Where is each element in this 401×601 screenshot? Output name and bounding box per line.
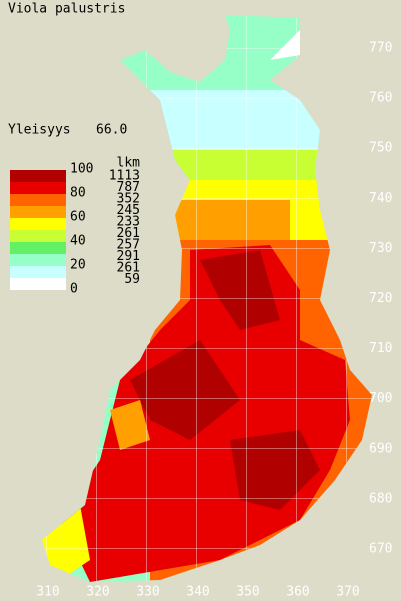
- y-axis-label: 670: [369, 542, 392, 557]
- legend-scale-label: 60: [70, 210, 86, 225]
- legend-swatch: [10, 266, 66, 278]
- legend-scale-label: 100: [70, 162, 93, 177]
- legend-swatch: [10, 206, 66, 218]
- legend-swatch: [10, 218, 66, 230]
- x-axis-label: 360: [286, 585, 309, 600]
- x-axis-label: 340: [186, 585, 209, 600]
- count-header: lkm: [117, 156, 141, 171]
- y-axis-label: 690: [369, 441, 392, 456]
- legend-count: 233: [117, 215, 140, 230]
- legend-swatch: [10, 254, 66, 266]
- legend-scale-label: 0: [70, 282, 78, 297]
- legend-scale-label: 20: [70, 258, 86, 273]
- legend-count: 291: [117, 249, 140, 264]
- legend-swatch: [10, 170, 66, 182]
- legend-scale-label: 40: [70, 234, 86, 249]
- y-axis-label: 770: [369, 41, 392, 56]
- x-axis-label: 370: [336, 585, 359, 600]
- legend-count: 245: [117, 203, 140, 218]
- legend-count: 59: [124, 272, 140, 287]
- legend-count: 787: [117, 180, 140, 195]
- y-axis-label: 720: [369, 291, 392, 306]
- legend-swatch: [10, 182, 66, 194]
- y-axis-label: 710: [369, 341, 392, 356]
- x-axis-label: 320: [86, 585, 109, 600]
- legend-swatch: [10, 194, 66, 206]
- y-axis-label: 700: [369, 391, 392, 406]
- frequency-label: Yleisyys: [8, 123, 71, 138]
- legend-count: 261: [117, 226, 140, 241]
- x-axis-label: 310: [36, 585, 59, 600]
- legend-count: 261: [117, 261, 140, 276]
- y-axis-label: 730: [369, 241, 392, 256]
- legend-count: 257: [117, 238, 140, 253]
- legend-and-axes: 1008060402001113787352245233261257291261…: [10, 41, 392, 600]
- legend-scale-label: 80: [70, 186, 86, 201]
- frequency-value: 66.0: [96, 123, 127, 138]
- y-axis-label: 740: [369, 191, 392, 206]
- legend-swatch: [10, 242, 66, 254]
- x-axis-label: 330: [136, 585, 159, 600]
- title: Viola palustris: [8, 2, 125, 17]
- y-axis-label: 680: [369, 491, 392, 506]
- y-axis-label: 760: [369, 91, 392, 106]
- legend-swatch: [10, 278, 66, 290]
- legend-count: 1113: [109, 169, 140, 184]
- legend-swatch: [10, 230, 66, 242]
- x-axis-label: 350: [236, 585, 259, 600]
- legend-count: 352: [117, 192, 140, 207]
- y-axis-label: 750: [369, 141, 392, 156]
